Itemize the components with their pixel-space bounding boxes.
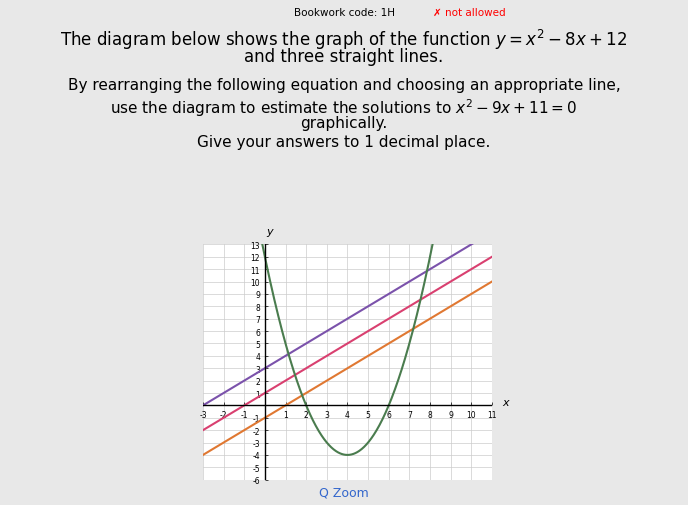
Text: Give your answers to 1 decimal place.: Give your answers to 1 decimal place. [197, 135, 491, 150]
Text: Q Zoom: Q Zoom [319, 486, 369, 499]
Text: and three straight lines.: and three straight lines. [244, 48, 444, 66]
Text: The diagram below shows the graph of the function $y = x^2 - 8x + 12$: The diagram below shows the graph of the… [61, 28, 627, 52]
Text: $y$: $y$ [266, 226, 275, 238]
Text: graphically.: graphically. [301, 116, 387, 131]
Text: use the diagram to estimate the solutions to $x^2 - 9x + 11 = 0$: use the diagram to estimate the solution… [110, 97, 578, 119]
Text: Bookwork code: 1H: Bookwork code: 1H [294, 8, 394, 18]
Text: By rearranging the following equation and choosing an appropriate line,: By rearranging the following equation an… [67, 78, 621, 93]
Text: $x$: $x$ [502, 397, 511, 408]
Text: ✗ not allowed: ✗ not allowed [433, 8, 506, 18]
